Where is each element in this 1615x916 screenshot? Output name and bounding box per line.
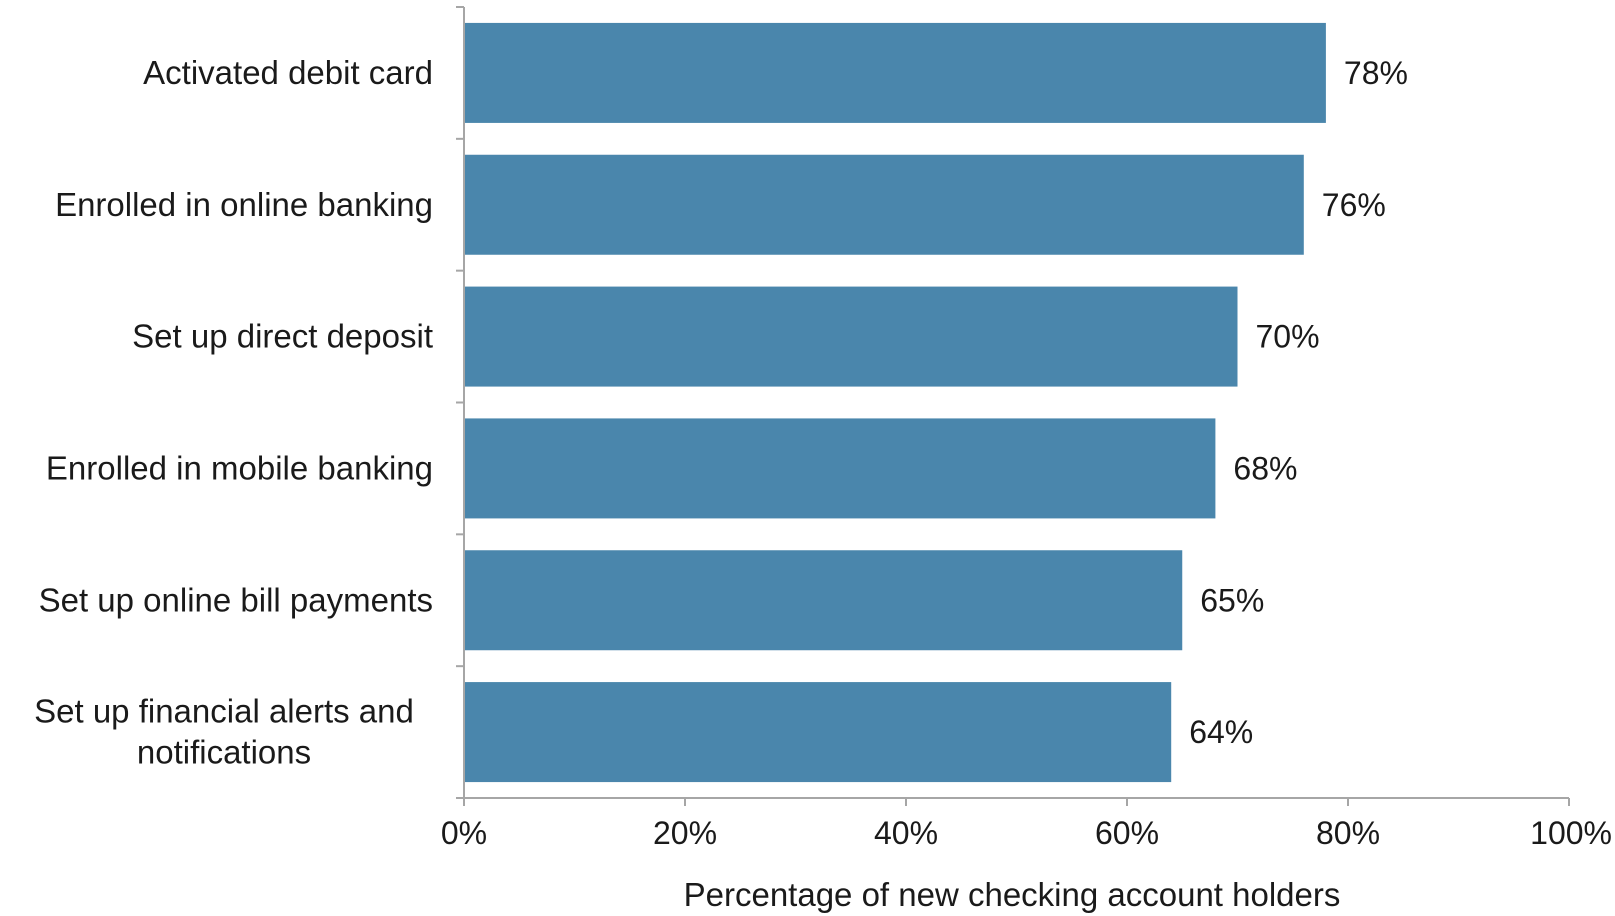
bars-group: [464, 22, 1326, 783]
category-label-line: notifications: [137, 734, 311, 771]
category-labels-group: Activated debit card Enrolled in online b…: [34, 54, 433, 771]
category-label-line: Set up online bill payments: [39, 581, 433, 618]
category-label-line: Activated debit card: [143, 54, 433, 91]
category-label: Enrolled in mobile banking: [46, 449, 433, 486]
bar: [464, 154, 1304, 255]
category-label-line: Set up financial alerts and: [34, 693, 414, 730]
x-tick-label: 100%: [1530, 815, 1612, 851]
data-label: 64%: [1189, 714, 1253, 750]
category-label: Set up direct deposit: [132, 318, 433, 355]
axes-group: [456, 6, 1569, 799]
x-tick-label: 40%: [874, 815, 938, 851]
x-tick-label: 80%: [1316, 815, 1380, 851]
category-label: Activated debit card: [143, 54, 433, 91]
category-label-line: Enrolled in mobile banking: [46, 449, 433, 486]
category-label-line: Set up direct deposit: [132, 318, 433, 355]
data-label: 78%: [1344, 55, 1408, 91]
bar: [464, 418, 1216, 519]
x-ticks-group: 0% 20% 40% 60% 80% 100%: [441, 798, 1612, 851]
x-axis-title: Percentage of new checking account holde…: [684, 876, 1341, 913]
x-tick-label: 20%: [653, 815, 717, 851]
bar: [464, 682, 1172, 783]
bar: [464, 550, 1183, 651]
data-label: 68%: [1233, 450, 1297, 486]
data-label: 65%: [1200, 582, 1264, 618]
data-label: 76%: [1322, 187, 1386, 223]
category-label: Enrolled in online banking: [55, 186, 433, 223]
category-label-line: Enrolled in online banking: [55, 186, 433, 223]
data-labels-group: 78% 76% 70% 68% 65% 64%: [1189, 55, 1408, 750]
category-label: Set up online bill payments: [39, 581, 433, 618]
bar: [464, 286, 1238, 387]
category-label: Set up financial alerts and notifications: [34, 693, 414, 771]
data-label: 70%: [1256, 319, 1320, 355]
bar: [464, 22, 1326, 123]
x-tick-label: 0%: [441, 815, 487, 851]
x-tick-label: 60%: [1095, 815, 1159, 851]
